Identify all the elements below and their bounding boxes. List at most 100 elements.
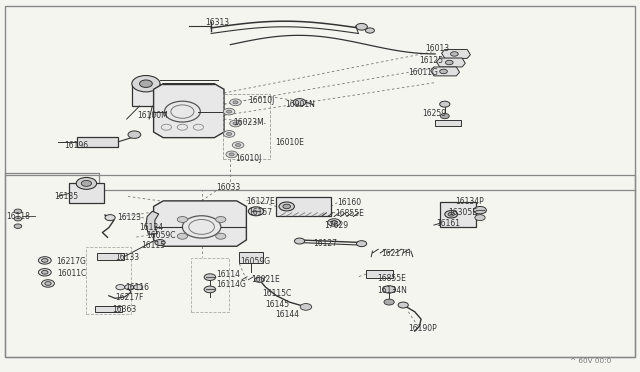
Circle shape	[440, 69, 447, 74]
Text: 16855E: 16855E	[335, 209, 364, 218]
Text: 16190P: 16190P	[408, 324, 437, 333]
Circle shape	[230, 120, 241, 127]
Circle shape	[227, 132, 232, 135]
Text: 16259: 16259	[422, 109, 447, 118]
Circle shape	[134, 285, 143, 290]
Circle shape	[229, 153, 234, 156]
Text: 16011C: 16011C	[58, 269, 87, 278]
Text: 17629: 17629	[324, 221, 348, 230]
Circle shape	[140, 80, 152, 87]
Circle shape	[216, 217, 226, 222]
Circle shape	[365, 28, 374, 33]
Text: 16011G: 16011G	[408, 68, 438, 77]
Circle shape	[42, 259, 48, 262]
Text: 16116: 16116	[125, 283, 149, 292]
Circle shape	[383, 286, 396, 293]
Text: 16033: 16033	[216, 183, 241, 192]
Bar	[223, 94, 270, 159]
Text: 16021E: 16021E	[251, 275, 280, 284]
Circle shape	[223, 131, 235, 137]
Text: 16123: 16123	[117, 214, 141, 222]
Text: 16313: 16313	[205, 18, 229, 27]
Text: 16135: 16135	[54, 192, 79, 201]
Bar	[435, 120, 461, 126]
Circle shape	[356, 23, 367, 30]
Polygon shape	[442, 49, 470, 58]
Circle shape	[155, 240, 165, 246]
Circle shape	[255, 277, 264, 282]
Circle shape	[248, 207, 264, 216]
Bar	[77, 137, 118, 147]
Circle shape	[440, 113, 449, 119]
Circle shape	[293, 99, 306, 106]
Text: 16134P: 16134P	[456, 197, 484, 206]
Text: 16125: 16125	[419, 56, 444, 65]
Circle shape	[356, 241, 367, 247]
Text: 16161: 16161	[436, 219, 461, 228]
Circle shape	[38, 257, 51, 264]
Text: 16196: 16196	[64, 141, 88, 150]
Circle shape	[294, 238, 305, 244]
Circle shape	[232, 142, 244, 148]
Bar	[97, 253, 124, 260]
Text: 16217H: 16217H	[381, 249, 410, 258]
Circle shape	[81, 180, 92, 186]
Circle shape	[398, 302, 408, 308]
Text: 16134N: 16134N	[378, 286, 408, 295]
Circle shape	[76, 177, 97, 189]
Bar	[95, 306, 122, 312]
Circle shape	[14, 217, 22, 221]
Bar	[69, 183, 104, 203]
Circle shape	[227, 110, 232, 113]
Text: 16114: 16114	[216, 270, 241, 279]
Circle shape	[226, 151, 237, 158]
Text: 16855E: 16855E	[378, 274, 406, 283]
Circle shape	[448, 212, 454, 216]
Circle shape	[475, 215, 485, 221]
Text: 16100M: 16100M	[138, 111, 168, 120]
Circle shape	[177, 217, 188, 222]
Circle shape	[233, 101, 238, 104]
Polygon shape	[431, 67, 460, 76]
Polygon shape	[154, 84, 224, 138]
Text: 16133: 16133	[115, 253, 140, 262]
Text: 16134: 16134	[140, 223, 164, 232]
Text: 16305E: 16305E	[448, 208, 477, 217]
Circle shape	[177, 233, 188, 239]
Bar	[440, 202, 476, 227]
Circle shape	[204, 274, 216, 280]
Circle shape	[128, 131, 141, 138]
Circle shape	[474, 206, 486, 214]
Circle shape	[45, 282, 51, 285]
Circle shape	[38, 269, 51, 276]
Circle shape	[14, 224, 22, 228]
Text: 16010J: 16010J	[236, 154, 262, 163]
Text: 16901N: 16901N	[285, 100, 315, 109]
Circle shape	[331, 221, 337, 224]
Text: 16145: 16145	[266, 300, 290, 309]
Circle shape	[230, 99, 241, 106]
Circle shape	[236, 144, 241, 147]
Circle shape	[328, 219, 340, 226]
Circle shape	[233, 122, 238, 125]
Circle shape	[116, 285, 125, 290]
Circle shape	[451, 52, 458, 56]
Text: 16127: 16127	[314, 239, 338, 248]
Bar	[86, 247, 131, 314]
Circle shape	[105, 215, 115, 221]
Text: 16118: 16118	[6, 212, 30, 221]
Text: 16059C: 16059C	[146, 231, 175, 240]
Circle shape	[125, 285, 134, 290]
Circle shape	[384, 299, 394, 305]
Text: 16217F: 16217F	[115, 293, 143, 302]
Circle shape	[445, 211, 458, 218]
Text: 16160: 16160	[337, 198, 362, 207]
Text: 16059G: 16059G	[241, 257, 271, 266]
Circle shape	[42, 280, 54, 287]
Circle shape	[223, 108, 235, 115]
Circle shape	[14, 209, 22, 214]
Bar	[191, 258, 229, 312]
Text: 16363: 16363	[112, 305, 136, 314]
Text: 16115C: 16115C	[262, 289, 292, 298]
Circle shape	[283, 204, 291, 209]
